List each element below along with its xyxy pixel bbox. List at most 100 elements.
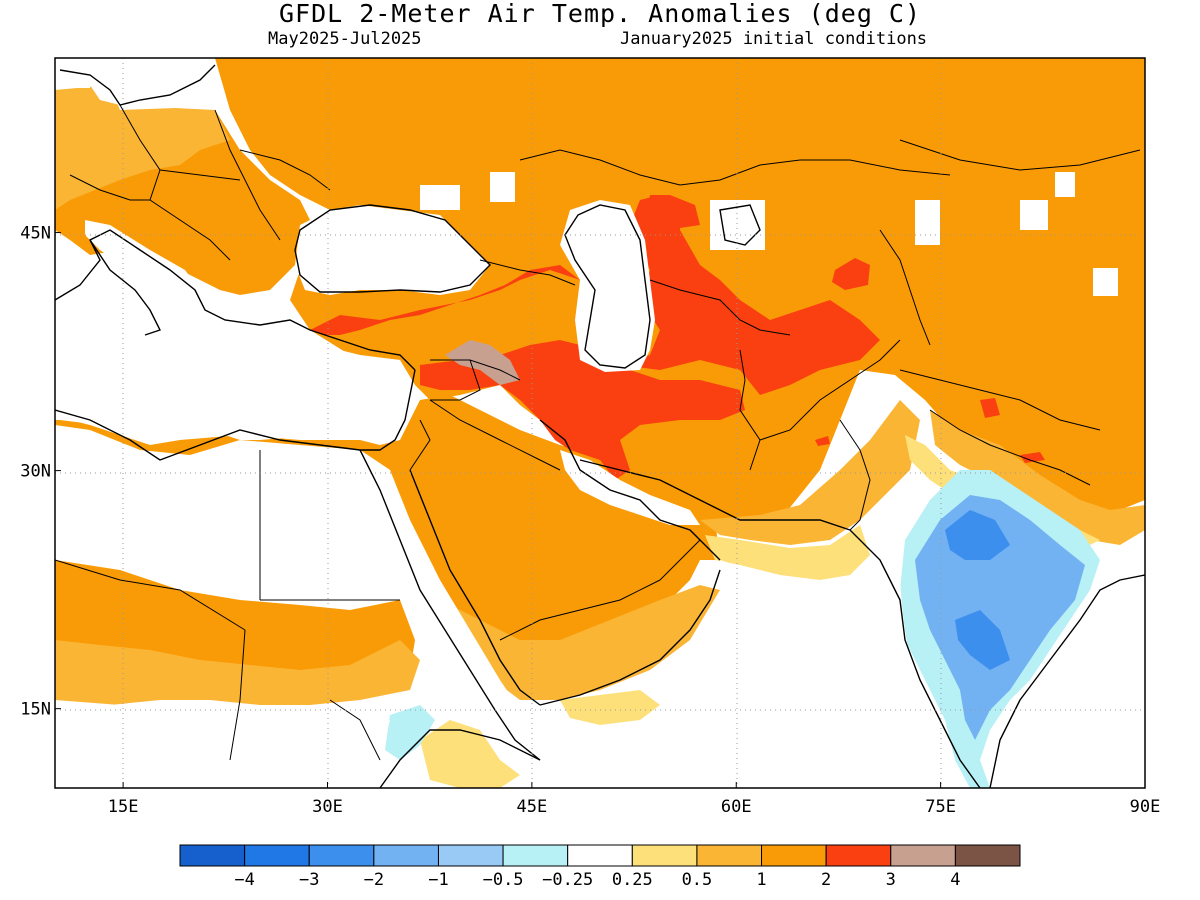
border-ukraine-russia <box>239 149 331 191</box>
coast-india-west <box>849 529 981 788</box>
colorbar-label: −0.25 <box>542 870 593 890</box>
coast-italy <box>89 239 161 336</box>
lat-tick-label: 30N <box>20 462 51 482</box>
border-saudi-yemen <box>499 579 661 641</box>
coast-india-east <box>989 574 1145 788</box>
coast-mediterranean-north <box>55 229 416 371</box>
mask-patch-1 <box>420 185 460 210</box>
border-libya-chad <box>119 579 246 631</box>
lon-tick-label: 75E <box>925 797 956 817</box>
coast-europe-north <box>59 64 216 106</box>
anomaly-region-sahel <box>55 640 420 712</box>
masked-areas <box>55 58 1145 788</box>
coast-persian-gulf <box>539 419 721 561</box>
arabian-sea-mask <box>520 560 960 788</box>
lat-tick-label: 45N <box>20 224 51 244</box>
anomaly-region-india-coldest-south <box>955 610 1010 670</box>
black-sea-mask <box>295 205 490 295</box>
anomaly-region-yemen-edge <box>560 690 660 725</box>
colorbar-label: 0.25 <box>612 870 653 890</box>
mask-patch-7 <box>1093 268 1118 296</box>
persian-gulf-mask <box>560 450 700 525</box>
colorbar-label: 2 <box>821 870 831 890</box>
colorbar-label: −1 <box>428 870 448 890</box>
colorbar-swatch <box>373 844 439 867</box>
anomaly-region-himalaya-edge <box>930 410 1145 545</box>
border-europe-2 <box>214 109 281 241</box>
mask-patch-4 <box>915 200 940 245</box>
colorbar-swatch <box>437 844 504 867</box>
anomaly-region-himalaya-spot <box>980 398 1000 418</box>
border-saudi-oman <box>659 539 701 581</box>
colorbar-label: −2 <box>364 870 384 890</box>
mask-patch-6 <box>1020 200 1048 230</box>
anomaly-region-india-coldest <box>945 510 1010 560</box>
border-uzbek-turkmen <box>649 279 791 336</box>
coast-red-sea-east <box>409 469 541 706</box>
red-sea-mask <box>360 450 520 720</box>
coastlines <box>55 64 1145 788</box>
colorbar-label: −0.5 <box>483 870 524 890</box>
forecast-period: May2025-Jul2025 <box>268 29 422 49</box>
anomaly-region-ethiopia-cool <box>385 705 435 760</box>
lon-tick-label: 60E <box>721 797 752 817</box>
anomaly-region-central-asia-hot <box>832 258 870 290</box>
anomaly-region-western-europe <box>55 85 230 210</box>
border-mongolia-china <box>899 139 1141 171</box>
coast-black-sea <box>294 204 491 293</box>
border-sudan-ethiopia <box>329 699 381 761</box>
anomaly-region-syria-peak <box>445 340 520 385</box>
coast-iran-south <box>579 459 851 531</box>
anomaly-region-india-colder <box>915 495 1085 740</box>
border-kazakh-russia <box>519 149 951 186</box>
border-syria-iraq <box>430 359 481 401</box>
colorbar-swatch <box>244 844 310 867</box>
border-china-india <box>899 369 1101 431</box>
mask-patch-5 <box>1055 172 1075 197</box>
anomaly-region-kashmir-spot <box>815 436 830 446</box>
anomaly-region-middle-east-hot <box>310 195 880 395</box>
lon-tick-label: 45E <box>517 797 548 817</box>
lat-tick-label: 15N <box>20 700 51 720</box>
lon-tick-label: 90E <box>1130 797 1161 817</box>
anomaly-region-arabia-south <box>440 585 720 700</box>
map-title: GFDL 2-Meter Air Temp. Anomalies (deg C) <box>278 0 922 28</box>
border-jordan-saudi <box>409 419 431 471</box>
adriatic-mask <box>85 220 200 300</box>
border-europe-4 <box>149 199 231 261</box>
anomaly-region-africa-arabia <box>55 395 720 680</box>
coast-arabia-south <box>539 569 721 706</box>
colorbar: −4 −3 −2 −1 −0.5 −0.25 0.25 0.5 1 2 3 4 <box>179 844 1021 890</box>
colorbar-swatch <box>631 844 698 867</box>
coast-horn-africa <box>379 729 541 788</box>
coast-aral <box>719 204 761 246</box>
coast-caspian <box>564 204 651 369</box>
coast-north-africa <box>55 409 361 461</box>
anomaly-region-arabian-sea-edge <box>705 525 870 580</box>
anomaly-region-kazakh-hot <box>648 195 700 228</box>
mediterranean-mask <box>55 270 415 440</box>
anomaly-region-pakistan-edge <box>700 400 920 545</box>
colorbar-label: 3 <box>886 870 896 890</box>
axis-ticks: 15E 30E 45E 60E 75E 90E 45N 30N 15N <box>20 224 1160 817</box>
colorbar-label: 1 <box>756 870 766 890</box>
colorbar-swatch <box>890 844 956 867</box>
colorbar-swatch <box>567 844 633 867</box>
colorbar-swatch <box>502 844 569 867</box>
border-niger-algeria <box>55 559 121 581</box>
border-europe-5 <box>69 174 150 201</box>
border-caucasus <box>479 259 576 286</box>
anomaly-region-nepal-spot <box>1020 452 1045 463</box>
anomaly-region-ethiopia-edge <box>420 720 520 788</box>
colorbar-label: −3 <box>299 870 319 890</box>
border-europe-3 <box>159 169 241 181</box>
mask-patch-2 <box>490 172 515 202</box>
colorbar-label: 4 <box>950 870 960 890</box>
lon-tick-label: 30E <box>312 797 343 817</box>
initial-conditions-label: January2025 initial conditions <box>620 29 928 49</box>
colorbar-label: −4 <box>234 870 254 890</box>
baltic-mask <box>90 58 215 105</box>
border-turkey-iraq <box>430 359 521 381</box>
colorbar-label: 0.5 <box>682 870 713 890</box>
